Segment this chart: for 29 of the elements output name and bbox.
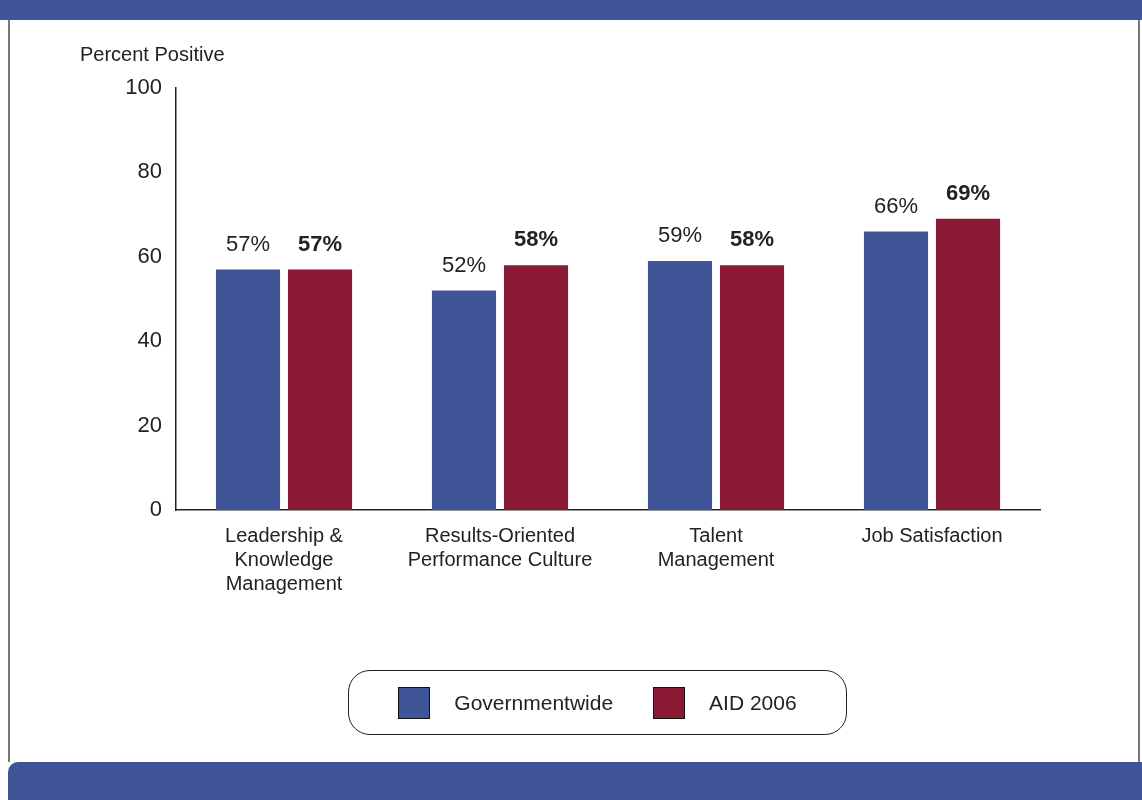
data-label: 58% <box>729 226 775 252</box>
bar <box>431 290 497 510</box>
bar <box>647 261 713 510</box>
legend-label: Governmentwide <box>454 690 614 715</box>
bar <box>863 231 929 510</box>
bar <box>503 265 569 510</box>
data-label: 58% <box>513 226 559 252</box>
bar <box>719 265 785 510</box>
y-tick-label: 100 <box>125 74 162 100</box>
legend-label: AID 2006 <box>709 690 797 715</box>
y-tick-label: 80 <box>137 158 162 184</box>
y-tick-label: 20 <box>137 411 162 437</box>
data-label: 59% <box>657 222 703 248</box>
data-label: 66% <box>873 192 919 218</box>
bar <box>287 269 353 510</box>
x-tick-label: Job Satisfaction <box>861 523 1003 546</box>
data-label: 69% <box>945 179 991 205</box>
y-tick-label: 40 <box>137 327 162 353</box>
data-label: 57% <box>225 230 271 256</box>
y-tick-label: 60 <box>137 242 162 268</box>
x-tick-label: Leadership & Knowledge Management <box>225 523 344 594</box>
bar <box>935 218 1001 510</box>
data-label: 52% <box>441 251 487 277</box>
x-tick-label: Talent Management <box>657 523 775 570</box>
bar <box>215 269 281 510</box>
y-tick-label: 0 <box>149 496 162 522</box>
y-axis-title: Percent Positive <box>80 42 225 65</box>
data-label: 57% <box>297 230 343 256</box>
x-tick-label: Results-Oriented Performance Culture <box>407 523 593 570</box>
